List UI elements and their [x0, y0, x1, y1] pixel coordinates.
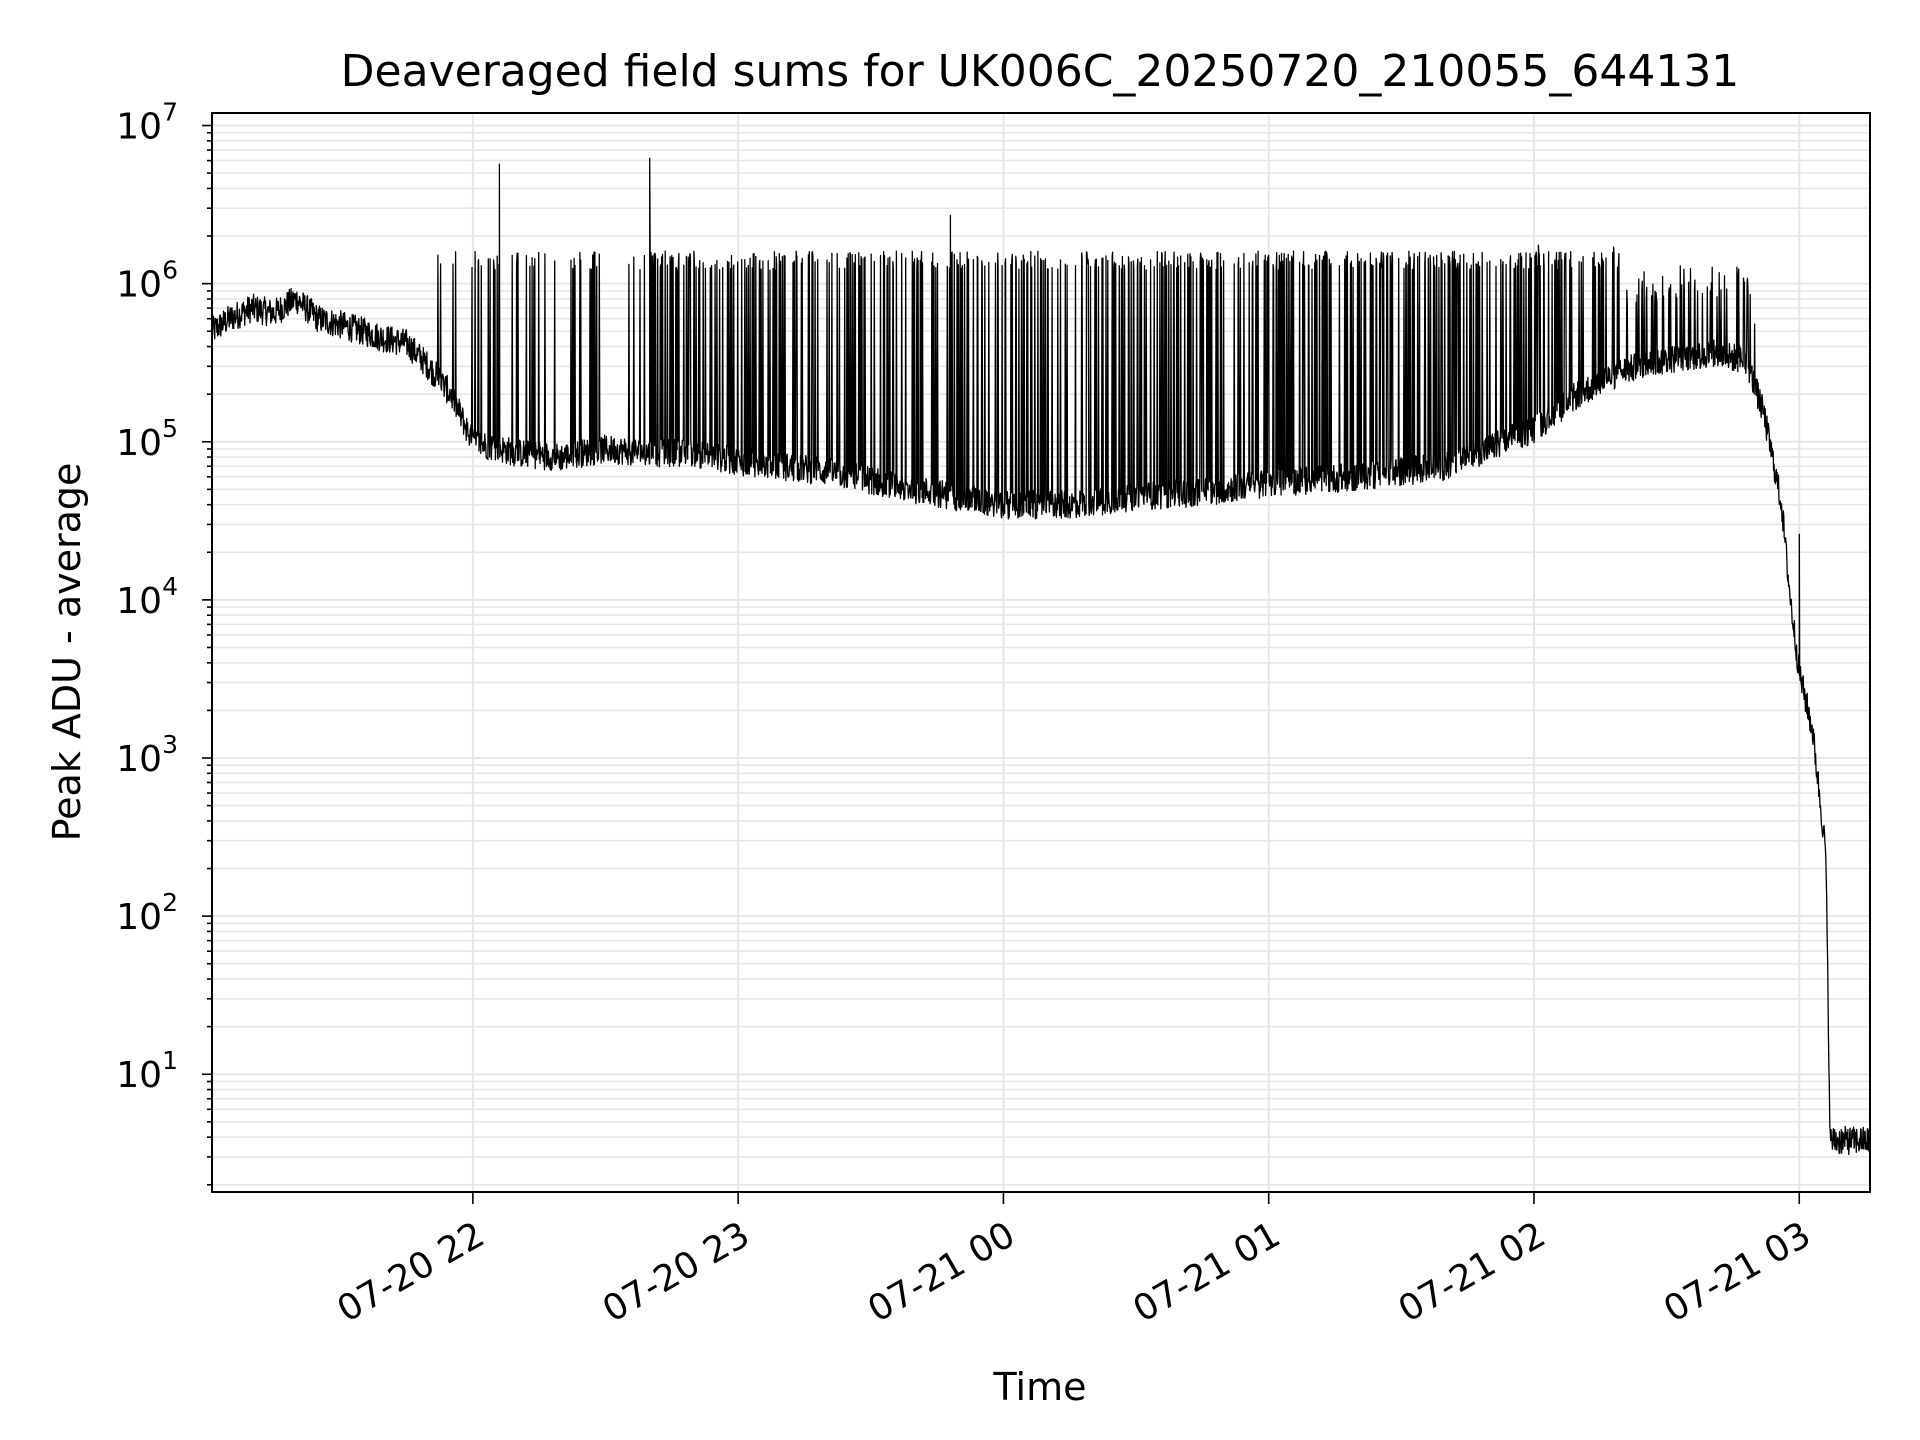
plot-frame	[211, 112, 1871, 1193]
x-axis: 07-20 22 07-20 23 07-21 00 07-21 01 07-21 02…	[331, 1192, 1818, 1331]
series-path	[211, 157, 1871, 1156]
y-tick-label: 102	[116, 888, 178, 938]
x-axis-label: Time	[993, 1365, 1087, 1409]
y-tick-label: 103	[116, 730, 178, 780]
x-tick-label: 07-20 22	[331, 1214, 492, 1330]
x-tick-label: 07-21 03	[1657, 1214, 1818, 1330]
y-axis-label: Peak ADU - average	[45, 463, 89, 842]
y-axis: 101 102 103 104 105 106 107	[116, 98, 212, 1186]
chart-title: Deaveraged field sums for UK006C_2025072…	[341, 46, 1740, 97]
x-tick-label: 07-20 23	[596, 1214, 757, 1330]
y-tick-label: 104	[116, 572, 178, 622]
series-line	[211, 157, 1871, 1156]
y-tick-label: 105	[116, 414, 178, 464]
x-tick-label: 07-21 02	[1392, 1214, 1553, 1330]
y-tick-label: 107	[116, 98, 178, 148]
y-tick-label: 106	[116, 256, 178, 306]
y-tick-label: 101	[116, 1046, 178, 1096]
x-tick-label: 07-21 00	[861, 1214, 1022, 1330]
x-tick-label: 07-21 01	[1127, 1214, 1288, 1330]
